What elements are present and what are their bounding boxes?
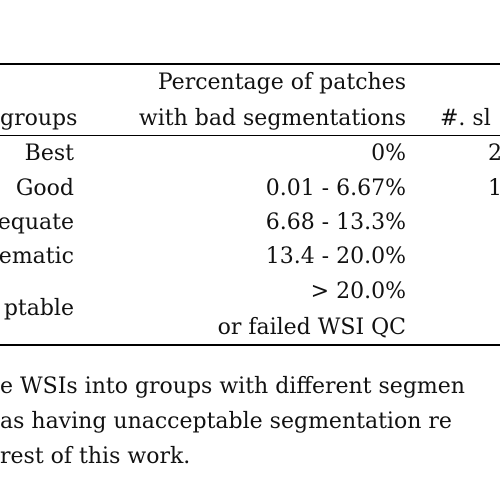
table-row-group: equate: [0, 210, 74, 235]
table-row-group: Good: [15, 176, 74, 201]
header-groups: groups: [0, 106, 78, 131]
header-percentage-line1: Percentage of patches: [157, 70, 406, 95]
caption-line-1: e WSIs into groups with different segmen: [0, 374, 465, 399]
table-top-rule: [0, 63, 500, 65]
table-row-group: ptable: [3, 296, 74, 321]
caption-line-2: as having unacceptable segmentation re: [0, 409, 452, 434]
table-row-count: 2: [488, 141, 500, 166]
table-row-group: ematic: [0, 244, 74, 269]
caption-line-3: rest of this work.: [0, 444, 191, 469]
header-percentage-line2: with bad segmentations: [138, 106, 406, 131]
table-row-group: Best: [24, 141, 74, 166]
table-row-percentage: > 20.0%: [310, 279, 406, 304]
table-row-percentage: 0%: [371, 141, 406, 166]
table-row-percentage: 13.4 - 20.0%: [265, 244, 406, 269]
table-row-percentage-continued: or failed WSI QC: [217, 315, 406, 340]
table-header-rule: [0, 135, 500, 136]
header-slide-count: #. sl: [440, 106, 491, 131]
table-row-count: 1: [488, 176, 500, 201]
table-row-percentage: 6.68 - 13.3%: [265, 210, 406, 235]
table-bottom-rule: [0, 344, 500, 346]
table-row-percentage: 0.01 - 6.67%: [265, 176, 406, 201]
